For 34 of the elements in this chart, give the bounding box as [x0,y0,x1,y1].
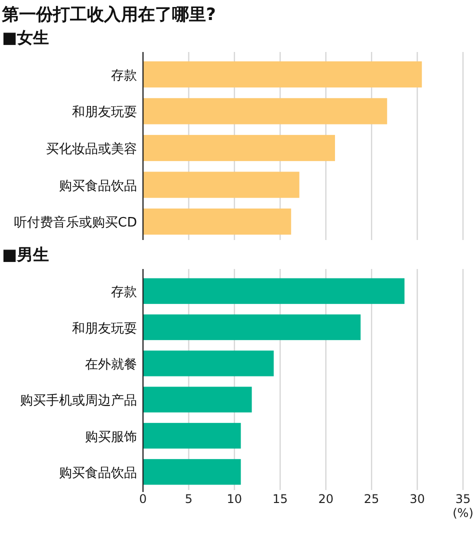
bar [143,61,422,88]
chart-subtitle: ■女生 [2,28,50,47]
x-tick-label: 5 [184,492,193,506]
x-axis-title: (%) [452,506,474,520]
x-tick-label: 30 [410,492,425,506]
x-tick-label: 10 [226,492,242,506]
bar [143,98,388,124]
bar [143,208,292,235]
chart-title: ■男生 [2,245,50,264]
bar [143,386,252,412]
y-tick-label: 存款 [111,68,137,84]
x-tick-label: 35 [455,492,471,506]
y-tick-label: 在外就餐 [85,357,137,372]
y-tick-label: 购买食品饮品 [59,178,137,194]
bar [143,134,335,162]
y-tick-label: 和朋友玩耍 [72,105,137,120]
chart-title: 第一份打工收入用在了哪里? [1,5,216,25]
bar [143,350,274,376]
x-tick-label: 25 [364,492,380,506]
y-tick-label: 存款 [111,285,137,300]
y-tick-label: 听付费音乐或购买CD [14,216,137,231]
y-tick-label: 和朋友玩耍 [72,321,137,336]
bar [143,172,300,198]
bar [143,278,404,304]
x-tick-label: 0 [139,492,147,506]
bar [143,459,241,485]
y-tick-label: 买化妆品或美容 [46,141,137,157]
x-tick-label: 15 [272,492,288,506]
bar [143,314,361,340]
y-tick-label: 购买服饰 [85,430,137,445]
bar [143,422,241,449]
y-tick-label: 购买手机或周边产品 [20,394,137,409]
y-tick-label: 购买食品饮品 [59,466,137,481]
x-tick-label: 20 [318,492,334,506]
